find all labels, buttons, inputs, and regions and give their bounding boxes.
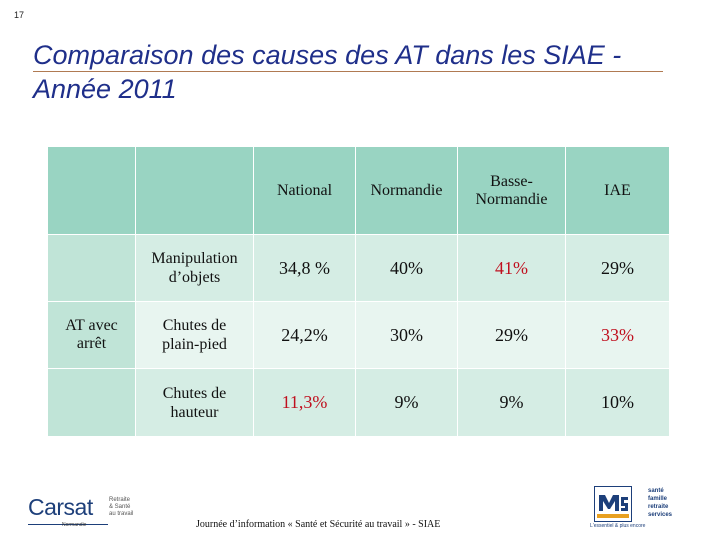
column-header-basse-normandie: Basse-Normandie bbox=[457, 146, 566, 235]
group-empty-cell bbox=[47, 368, 136, 437]
carsat-logo-wordmark: Carsat bbox=[28, 494, 93, 520]
cause-label: Chutes de hauteur bbox=[135, 368, 254, 437]
value-cell-highlighted: 33% bbox=[565, 301, 670, 369]
table-row: Manipulation d’objets 34,8 % 40% 41% 29% bbox=[47, 234, 670, 302]
group-label: AT avec arrêt bbox=[47, 301, 136, 369]
msa-logo: santé famille retraite services L'essentiel… bbox=[590, 486, 708, 530]
value-cell: 24,2% bbox=[253, 301, 356, 369]
value-cell: 10% bbox=[565, 368, 670, 437]
value-cell: 30% bbox=[355, 301, 458, 369]
header-empty-cell bbox=[135, 146, 254, 235]
footer-text: Journée d’information « Santé et Sécurit… bbox=[196, 519, 441, 530]
msa-logo-mark bbox=[594, 486, 632, 522]
cause-label: Manipulation d’objets bbox=[135, 234, 254, 302]
table-row: AT avec arrêt Chutes de plain-pied 24,2%… bbox=[47, 301, 670, 369]
title-underline bbox=[33, 71, 663, 72]
carsat-logo-bar bbox=[28, 524, 108, 525]
column-header-national: National bbox=[253, 146, 356, 235]
slide-number: 17 bbox=[14, 10, 25, 20]
column-header-normandie: Normandie bbox=[355, 146, 458, 235]
carsat-logo-subtitle: Retraite & Santé au travail bbox=[109, 497, 134, 517]
carsat-logo: Carsat Retraite & Santé au travail Normand… bbox=[28, 494, 140, 530]
value-cell: 9% bbox=[457, 368, 566, 437]
group-empty-cell bbox=[47, 234, 136, 302]
column-header-iae: IAE bbox=[565, 146, 670, 235]
value-cell: 29% bbox=[457, 301, 566, 369]
msa-logo-tagline: L'essentiel & plus encore bbox=[590, 523, 646, 529]
value-cell: 9% bbox=[355, 368, 458, 437]
table-header-row: National Normandie Basse-Normandie IAE bbox=[47, 146, 670, 235]
comparison-table: National Normandie Basse-Normandie IAE M… bbox=[47, 146, 670, 437]
value-cell: 34,8 % bbox=[253, 234, 356, 302]
msa-mark-icon bbox=[597, 495, 629, 518]
table-row: Chutes de hauteur 11,3% 9% 9% 10% bbox=[47, 368, 670, 437]
msa-logo-services: santé famille retraite services bbox=[648, 488, 673, 518]
carsat-logo-region: Normandie bbox=[62, 522, 87, 528]
value-cell: 29% bbox=[565, 234, 670, 302]
value-cell-highlighted: 41% bbox=[457, 234, 566, 302]
value-cell: 40% bbox=[355, 234, 458, 302]
cause-label: Chutes de plain-pied bbox=[135, 301, 254, 369]
header-empty-cell bbox=[47, 146, 136, 235]
slide-title: Comparaison des causes des AT dans les S… bbox=[33, 40, 622, 104]
value-cell-highlighted: 11,3% bbox=[253, 368, 356, 437]
